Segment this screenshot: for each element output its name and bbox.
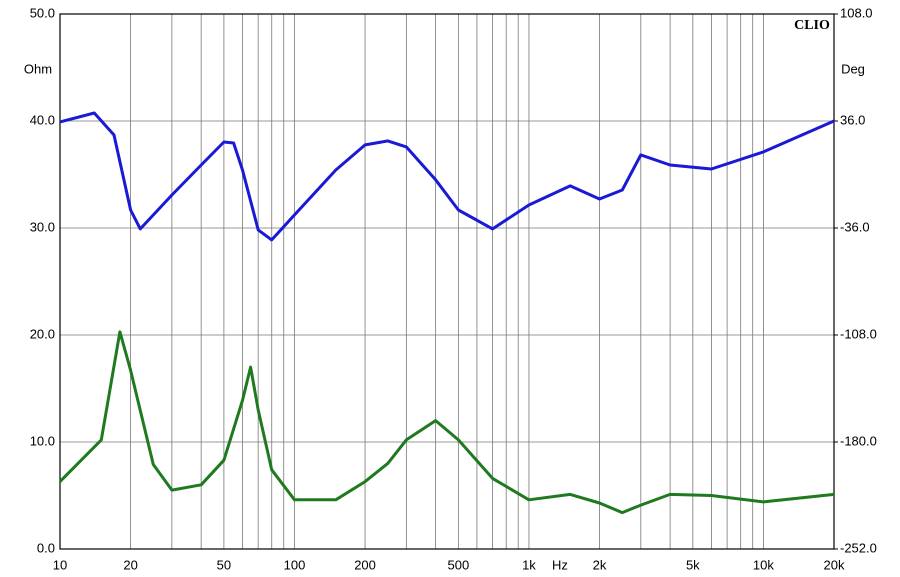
y2-tick-label: 108.0 <box>840 5 873 20</box>
x-tick-label: 5k <box>686 557 700 572</box>
series-line <box>59 111 835 242</box>
plot-frame <box>59 13 835 550</box>
x-tick-label: 1k <box>522 557 536 572</box>
y2-tick-label: -108.0 <box>840 326 877 341</box>
y2-axis-label: Deg <box>841 61 865 76</box>
x-tick-label: 200 <box>354 557 376 572</box>
y-tick-label: 10.0 <box>30 433 55 448</box>
y2-tick-label: 36.0 <box>840 112 865 127</box>
x-tick-label: 50 <box>217 557 231 572</box>
x-axis-label: Hz <box>552 557 568 572</box>
y2-tick-label: -180.0 <box>840 433 877 448</box>
x-tick-label: 20 <box>123 557 137 572</box>
y-tick-label: 0.0 <box>37 540 55 555</box>
x-tick-label: 20k <box>824 557 845 572</box>
y2-tick-label: -36.0 <box>840 219 870 234</box>
y-tick-label: 20.0 <box>30 326 55 341</box>
y-tick-label: 50.0 <box>30 5 55 20</box>
y-axis-label: Ohm <box>24 61 52 76</box>
x-tick-label: 10 <box>53 557 67 572</box>
y-tick-label: 30.0 <box>30 219 55 234</box>
x-tick-label: 100 <box>284 557 306 572</box>
annotation: CLIO <box>794 18 830 33</box>
series-line <box>58 330 835 515</box>
x-tick-label: 2k <box>593 557 607 572</box>
x-tick-label: 10k <box>753 557 774 572</box>
y2-tick-label: -252.0 <box>840 540 877 555</box>
y-tick-label: 40.0 <box>30 112 55 127</box>
x-tick-label: 500 <box>448 557 470 572</box>
